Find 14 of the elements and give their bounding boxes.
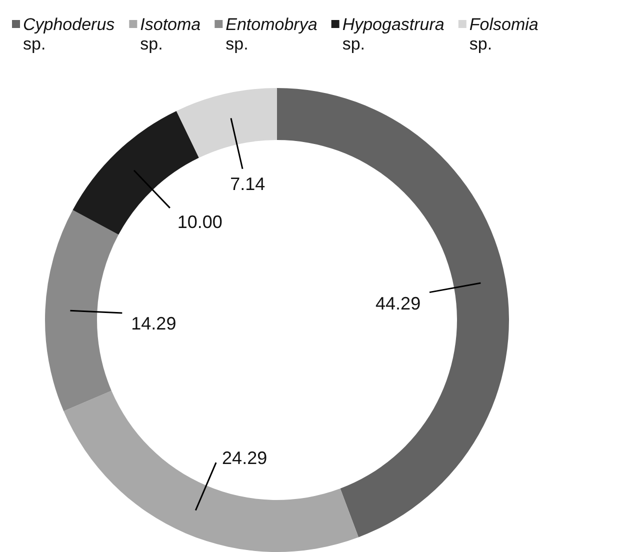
data-label: 14.29 — [131, 313, 176, 334]
data-label: 44.29 — [376, 293, 421, 314]
data-label: 7.14 — [230, 174, 266, 194]
donut-slice — [277, 88, 509, 538]
legend-label: Hypogastrura sp. — [342, 15, 444, 54]
legend-label: Folsomia sp. — [469, 15, 538, 54]
legend-label: Entomobrya sp. — [226, 15, 318, 54]
donut-slice — [176, 88, 277, 158]
legend-label: Cyphoderus sp. — [23, 15, 116, 54]
legend-label: Isotoma sp. — [140, 15, 201, 54]
data-label: 10.00 — [177, 212, 222, 232]
donut-slice — [64, 390, 359, 552]
donut-slice — [45, 210, 119, 412]
data-label: 24.29 — [222, 448, 268, 468]
